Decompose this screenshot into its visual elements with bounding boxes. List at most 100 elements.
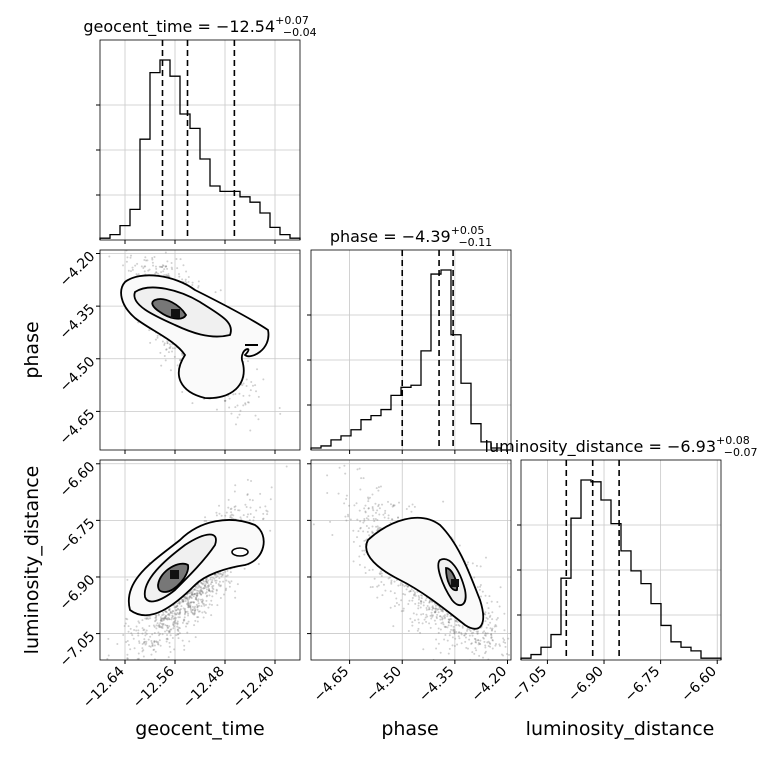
sample-point (447, 613, 450, 616)
sample-point (202, 587, 205, 590)
panel-geocent_time-geocent_time (96, 40, 301, 244)
title-eq: = (643, 437, 667, 456)
sample-point (488, 616, 491, 619)
sample-point (157, 631, 160, 634)
sample-point (194, 619, 197, 622)
sample-point (441, 618, 444, 621)
sample-point (499, 586, 502, 589)
sample-point (170, 616, 173, 619)
sample-point (491, 627, 494, 630)
x-tick-label: −7.05 (509, 664, 551, 706)
sample-point (202, 587, 205, 590)
sample-point (196, 605, 199, 608)
sample-point (125, 641, 128, 644)
sample-point (107, 654, 110, 657)
sample-point (159, 625, 162, 628)
sample-point (434, 607, 437, 610)
sample-point (129, 256, 132, 259)
sample-point (372, 531, 375, 534)
x-tick-label: −6.75 (622, 664, 664, 706)
sample-point (413, 593, 416, 596)
sample-point (197, 285, 200, 288)
sample-point (361, 549, 364, 552)
sample-point (399, 582, 402, 585)
sample-point (219, 596, 222, 599)
sample-point (190, 592, 193, 595)
sample-point (188, 596, 191, 599)
sample-point (264, 505, 267, 508)
sample-point (191, 590, 194, 593)
sample-point (143, 628, 146, 631)
sample-point (454, 619, 457, 622)
sample-point (417, 598, 420, 601)
sample-point (265, 509, 268, 512)
sample-point (371, 530, 374, 533)
sample-point (168, 630, 171, 633)
sample-point (451, 636, 454, 639)
sample-point (485, 616, 488, 619)
y-axis-label-phase: phase (21, 321, 43, 378)
sample-point (175, 622, 178, 625)
sample-point (434, 604, 437, 607)
title-median: −4.39 (402, 227, 451, 246)
sample-point (135, 629, 138, 632)
x-tick-label: −4.65 (311, 664, 353, 706)
sample-point (406, 585, 409, 588)
sample-point (207, 587, 210, 590)
sample-point (200, 590, 203, 593)
sample-point (179, 601, 182, 604)
sample-point (363, 566, 366, 569)
sample-point (452, 630, 455, 633)
sample-point (431, 605, 434, 608)
sample-point (217, 572, 220, 575)
sample-point (167, 351, 170, 354)
sample-point (219, 584, 222, 587)
sample-point (189, 601, 192, 604)
sample-point (169, 634, 172, 637)
sample-point (176, 620, 179, 623)
sample-point (420, 600, 423, 603)
sample-point (436, 608, 439, 611)
sample-point (439, 651, 442, 654)
sample-point (158, 634, 161, 637)
sample-point (488, 642, 491, 645)
sample-point (164, 610, 167, 613)
sample-point (167, 274, 170, 277)
sample-point (141, 642, 144, 645)
sample-point (457, 623, 460, 626)
sample-point (426, 615, 429, 618)
sample-point (176, 604, 179, 607)
sample-point (168, 608, 171, 611)
sample-point (143, 641, 146, 644)
sample-point (463, 634, 466, 637)
sample-point (157, 624, 160, 627)
sample-point (159, 644, 162, 647)
title-geocent_time: geocent_time = −12.54+0.07 −0.04 (83, 14, 316, 39)
sample-point (129, 648, 132, 651)
sample-point (457, 635, 460, 638)
sample-point (249, 429, 252, 432)
sample-point (186, 596, 189, 599)
sample-point (490, 629, 493, 632)
sample-point (405, 588, 408, 591)
sample-point (178, 608, 181, 611)
sample-point (262, 518, 265, 521)
sample-point (181, 598, 184, 601)
sample-point (269, 498, 272, 501)
sample-point (153, 640, 156, 643)
sample-point (152, 648, 155, 651)
sample-point (515, 678, 517, 680)
sample-point (412, 612, 415, 615)
sample-point (205, 581, 208, 584)
sample-point (191, 402, 194, 405)
sample-point (160, 626, 163, 629)
sample-point (377, 527, 380, 530)
sample-point (164, 265, 167, 268)
sample-point (367, 507, 370, 510)
sample-point (237, 509, 240, 512)
sample-point (476, 632, 479, 635)
sample-point (363, 517, 366, 520)
sample-point (256, 368, 259, 371)
sample-point (417, 594, 420, 597)
sample-point (348, 504, 351, 507)
